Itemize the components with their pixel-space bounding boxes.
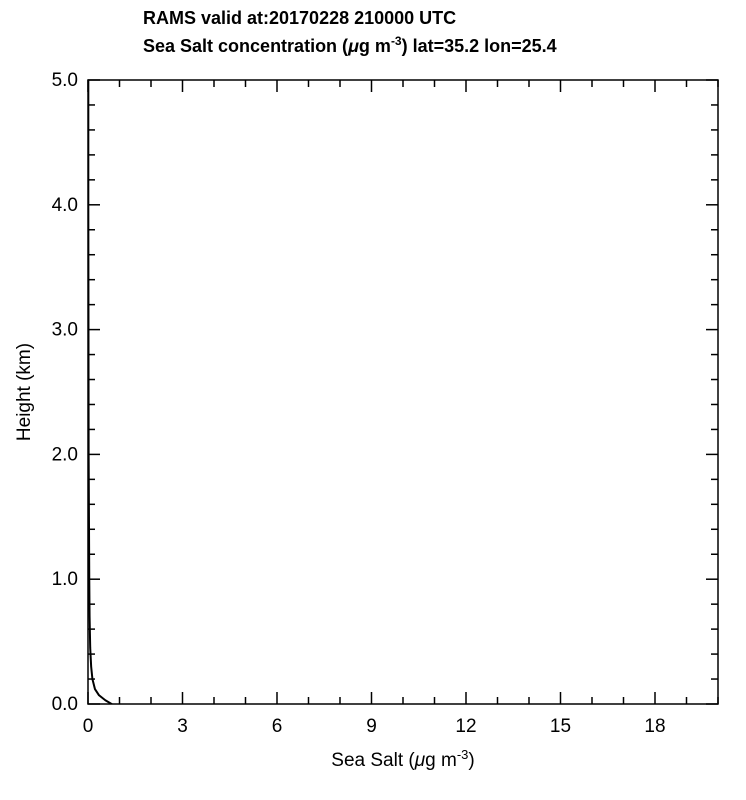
y-tick-label: 5.0: [52, 70, 78, 91]
y-tick-label: 2.0: [52, 444, 78, 465]
profile-chart: RAMS valid at:20170228 210000 UTC Sea Sal…: [0, 0, 746, 800]
chart-background: [0, 0, 746, 800]
x-tick-label: 12: [455, 716, 476, 737]
chart-title-line1: RAMS valid at:20170228 210000 UTC: [143, 8, 456, 28]
y-axis-label: Height (km): [14, 343, 35, 441]
chart-title-line2: Sea Salt concentration (μg m-3) lat=35.2…: [143, 34, 557, 56]
x-axis-label: Sea Salt (μg m-3): [331, 747, 474, 771]
y-tick-label: 1.0: [52, 569, 78, 590]
y-tick-label: 4.0: [52, 195, 78, 216]
chart-container: RAMS valid at:20170228 210000 UTC Sea Sal…: [0, 0, 746, 800]
y-tick-label: 0.0: [52, 694, 78, 715]
y-tick-label: 3.0: [52, 320, 78, 341]
x-tick-label: 9: [366, 716, 377, 737]
x-tick-label: 18: [644, 716, 665, 737]
x-tick-label: 3: [177, 716, 188, 737]
x-tick-label: 6: [272, 716, 283, 737]
x-tick-label: 0: [83, 716, 94, 737]
x-tick-label: 15: [550, 716, 571, 737]
